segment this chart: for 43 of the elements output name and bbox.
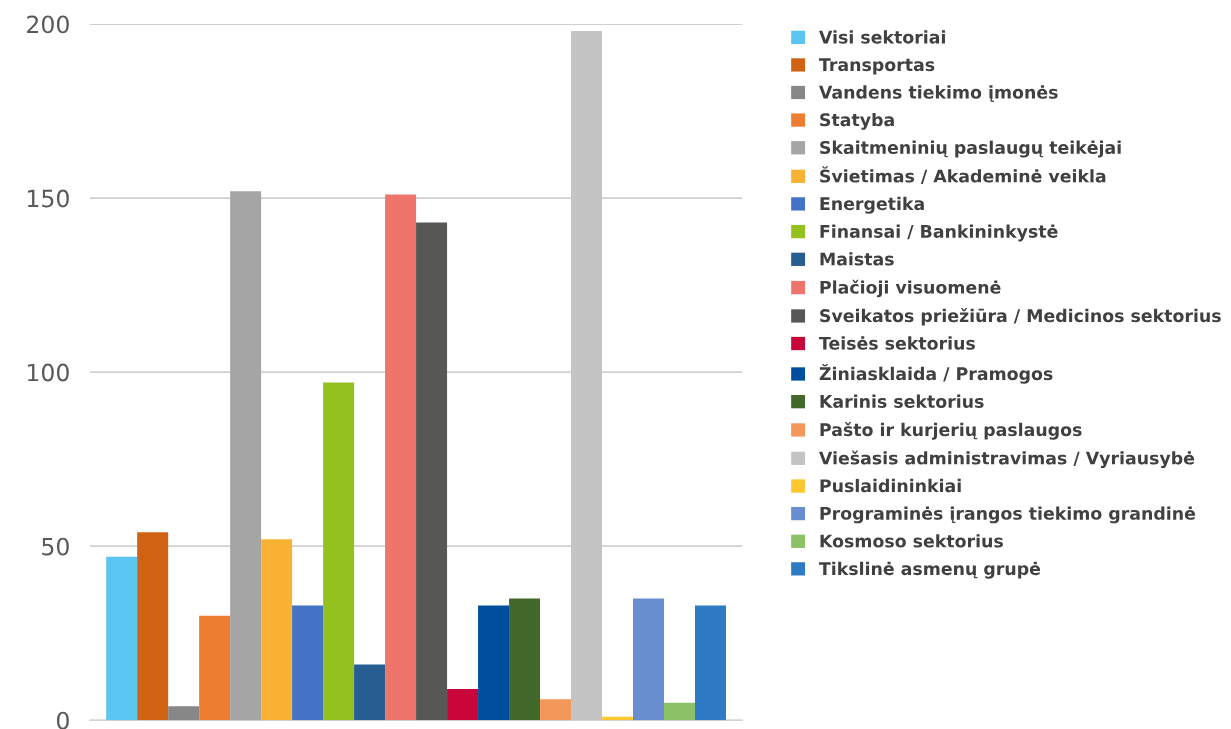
bar (354, 664, 386, 721)
legend-label: Finansai / Bankininkystė (820, 224, 1058, 242)
bar (694, 605, 726, 721)
bar (509, 598, 541, 721)
legend-label: Plačioji visuomenė (820, 279, 1001, 298)
legend-label: Programinės įrangos tiekimo grandinė (820, 506, 1196, 524)
legend-label: Kosmoso sektorius (820, 534, 1003, 548)
legend-label: Transportas (819, 58, 935, 75)
y-tick-label: 200 (27, 15, 69, 34)
bar (323, 382, 355, 721)
legend-label: Viešasis administravimas / Vyriausybė (819, 450, 1195, 469)
bar (292, 605, 324, 721)
bar (385, 194, 417, 721)
legend-label: Žiniasklaida / Pramogos (819, 363, 1053, 384)
y-tick-label: 50 (42, 537, 69, 556)
legend-label: Maistas (820, 252, 894, 266)
legend-label: Skaitmeninių paslaugų teikėjai (820, 140, 1121, 158)
legend-label: Tikslinė asmenų grupė (819, 561, 1041, 579)
bar (633, 598, 664, 721)
legend-label: Pašto ir kurjerių paslaugos (820, 422, 1082, 440)
bar (540, 699, 572, 721)
legend-label: Karinis sektorius (820, 394, 984, 408)
legend-label: Teisės sektorius (819, 336, 975, 350)
legend-label: Puslaidininkiai (820, 478, 961, 493)
y-tick-label: 0 (56, 711, 69, 729)
legend-label: Sveikatos priežiūra / Medicinos sektorius (820, 308, 1221, 326)
legend-label: Vandens tiekimo įmonės (819, 85, 1058, 102)
bar (261, 539, 293, 721)
bar (478, 605, 510, 721)
legend-label: Švietimas / Akademinė veikla (820, 166, 1106, 184)
y-tick-label: 150 (27, 189, 69, 208)
bar (106, 556, 138, 721)
bar (664, 702, 695, 721)
bar (199, 615, 231, 721)
legend-label: Energetika (820, 196, 924, 214)
bar (447, 688, 479, 721)
legend-label: Statyba (820, 112, 894, 130)
bar (137, 532, 169, 721)
bar (416, 222, 448, 721)
bar (168, 706, 200, 721)
bar (230, 191, 262, 721)
y-tick-label: 100 (27, 363, 69, 382)
legend-label: Visi sektoriai (819, 30, 945, 44)
